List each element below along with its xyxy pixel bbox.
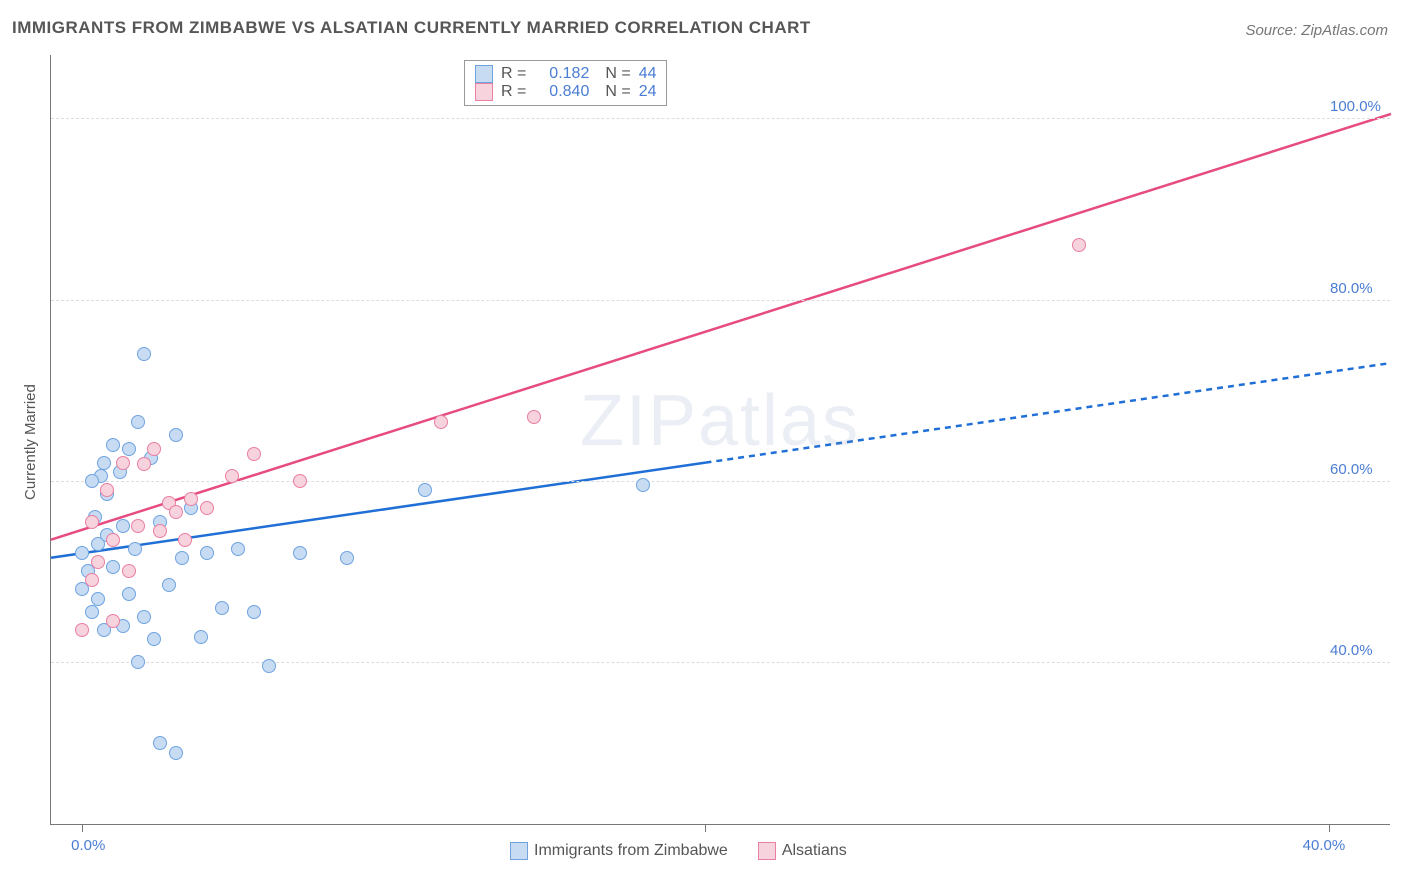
chart-title: IMMIGRANTS FROM ZIMBABWE VS ALSATIAN CUR… bbox=[12, 18, 811, 38]
data-point-zimbabwe bbox=[293, 546, 307, 560]
data-point-zimbabwe bbox=[247, 605, 261, 619]
data-point-alsatians bbox=[147, 442, 161, 456]
gridline-h bbox=[51, 481, 1390, 482]
y-tick-label: 60.0% bbox=[1330, 461, 1373, 478]
data-point-alsatians bbox=[527, 410, 541, 424]
data-point-alsatians bbox=[106, 533, 120, 547]
data-point-zimbabwe bbox=[231, 542, 245, 556]
data-point-zimbabwe bbox=[137, 347, 151, 361]
data-point-zimbabwe bbox=[147, 632, 161, 646]
legend-n-label: N = bbox=[605, 83, 630, 101]
data-point-zimbabwe bbox=[85, 605, 99, 619]
y-tick-label: 80.0% bbox=[1330, 280, 1373, 297]
chart-plot-area bbox=[50, 55, 1390, 825]
legend-item-zimbabwe: Immigrants from Zimbabwe bbox=[510, 842, 728, 860]
trend-line bbox=[51, 463, 705, 558]
data-point-alsatians bbox=[91, 555, 105, 569]
legend-item-alsatians: Alsatians bbox=[758, 842, 847, 860]
legend-swatch-icon bbox=[475, 83, 493, 101]
data-point-alsatians bbox=[247, 447, 261, 461]
data-point-zimbabwe bbox=[116, 519, 130, 533]
data-point-alsatians bbox=[100, 483, 114, 497]
series-legend: Immigrants from Zimbabwe Alsatians bbox=[510, 842, 847, 860]
y-tick-label: 40.0% bbox=[1330, 642, 1373, 659]
data-point-zimbabwe bbox=[153, 736, 167, 750]
y-axis-label: Currently Married bbox=[22, 384, 39, 500]
legend-series-name: Immigrants from Zimbabwe bbox=[534, 842, 728, 860]
x-tick-mark bbox=[705, 824, 706, 832]
legend-r-label: R = bbox=[501, 65, 526, 83]
data-point-zimbabwe bbox=[122, 442, 136, 456]
data-point-zimbabwe bbox=[122, 587, 136, 601]
data-point-alsatians bbox=[1072, 238, 1086, 252]
trend-lines-layer bbox=[51, 55, 1391, 825]
data-point-zimbabwe bbox=[262, 659, 276, 673]
data-point-zimbabwe bbox=[340, 551, 354, 565]
data-point-zimbabwe bbox=[91, 592, 105, 606]
gridline-h bbox=[51, 300, 1390, 301]
data-point-alsatians bbox=[225, 469, 239, 483]
data-point-alsatians bbox=[434, 415, 448, 429]
x-tick-mark bbox=[1329, 824, 1330, 832]
data-point-alsatians bbox=[169, 505, 183, 519]
trend-line bbox=[51, 114, 1391, 540]
data-point-alsatians bbox=[85, 515, 99, 529]
legend-n-value: 24 bbox=[639, 83, 657, 101]
legend-series-name: Alsatians bbox=[782, 842, 847, 860]
data-point-zimbabwe bbox=[97, 456, 111, 470]
legend-n-label: N = bbox=[605, 65, 630, 83]
data-point-alsatians bbox=[75, 623, 89, 637]
legend-r-label: R = bbox=[501, 83, 526, 101]
data-point-alsatians bbox=[137, 457, 151, 471]
data-point-zimbabwe bbox=[200, 546, 214, 560]
legend-swatch-icon bbox=[475, 65, 493, 83]
correlation-legend: R = 0.182 N = 44 R = 0.840 N = 24 bbox=[464, 60, 667, 106]
legend-n-value: 44 bbox=[639, 65, 657, 83]
legend-row-alsatians: R = 0.840 N = 24 bbox=[475, 83, 656, 101]
data-point-alsatians bbox=[131, 519, 145, 533]
data-point-alsatians bbox=[153, 524, 167, 538]
legend-row-zimbabwe: R = 0.182 N = 44 bbox=[475, 65, 656, 83]
legend-r-value: 0.840 bbox=[534, 83, 589, 101]
data-point-zimbabwe bbox=[106, 438, 120, 452]
data-point-alsatians bbox=[116, 456, 130, 470]
data-point-alsatians bbox=[200, 501, 214, 515]
data-point-zimbabwe bbox=[106, 560, 120, 574]
data-point-zimbabwe bbox=[131, 655, 145, 669]
source-attribution: Source: ZipAtlas.com bbox=[1245, 22, 1388, 39]
data-point-zimbabwe bbox=[131, 415, 145, 429]
x-tick-label: 0.0% bbox=[71, 837, 105, 854]
x-tick-label: 40.0% bbox=[1303, 837, 1346, 854]
legend-swatch-icon bbox=[510, 842, 528, 860]
gridline-h bbox=[51, 118, 1390, 119]
data-point-zimbabwe bbox=[169, 746, 183, 760]
gridline-h bbox=[51, 662, 1390, 663]
data-point-zimbabwe bbox=[128, 542, 142, 556]
x-tick-mark bbox=[82, 824, 83, 832]
data-point-zimbabwe bbox=[194, 630, 208, 644]
data-point-zimbabwe bbox=[418, 483, 432, 497]
data-point-zimbabwe bbox=[169, 428, 183, 442]
data-point-zimbabwe bbox=[215, 601, 229, 615]
y-tick-label: 100.0% bbox=[1330, 98, 1381, 115]
data-point-alsatians bbox=[184, 492, 198, 506]
trend-line bbox=[705, 363, 1391, 463]
data-point-alsatians bbox=[293, 474, 307, 488]
data-point-alsatians bbox=[178, 533, 192, 547]
data-point-alsatians bbox=[85, 573, 99, 587]
data-point-zimbabwe bbox=[636, 478, 650, 492]
data-point-zimbabwe bbox=[162, 578, 176, 592]
data-point-zimbabwe bbox=[75, 546, 89, 560]
data-point-zimbabwe bbox=[137, 610, 151, 624]
data-point-alsatians bbox=[122, 564, 136, 578]
data-point-zimbabwe bbox=[175, 551, 189, 565]
legend-r-value: 0.182 bbox=[534, 65, 589, 83]
data-point-alsatians bbox=[106, 614, 120, 628]
data-point-zimbabwe bbox=[85, 474, 99, 488]
legend-swatch-icon bbox=[758, 842, 776, 860]
